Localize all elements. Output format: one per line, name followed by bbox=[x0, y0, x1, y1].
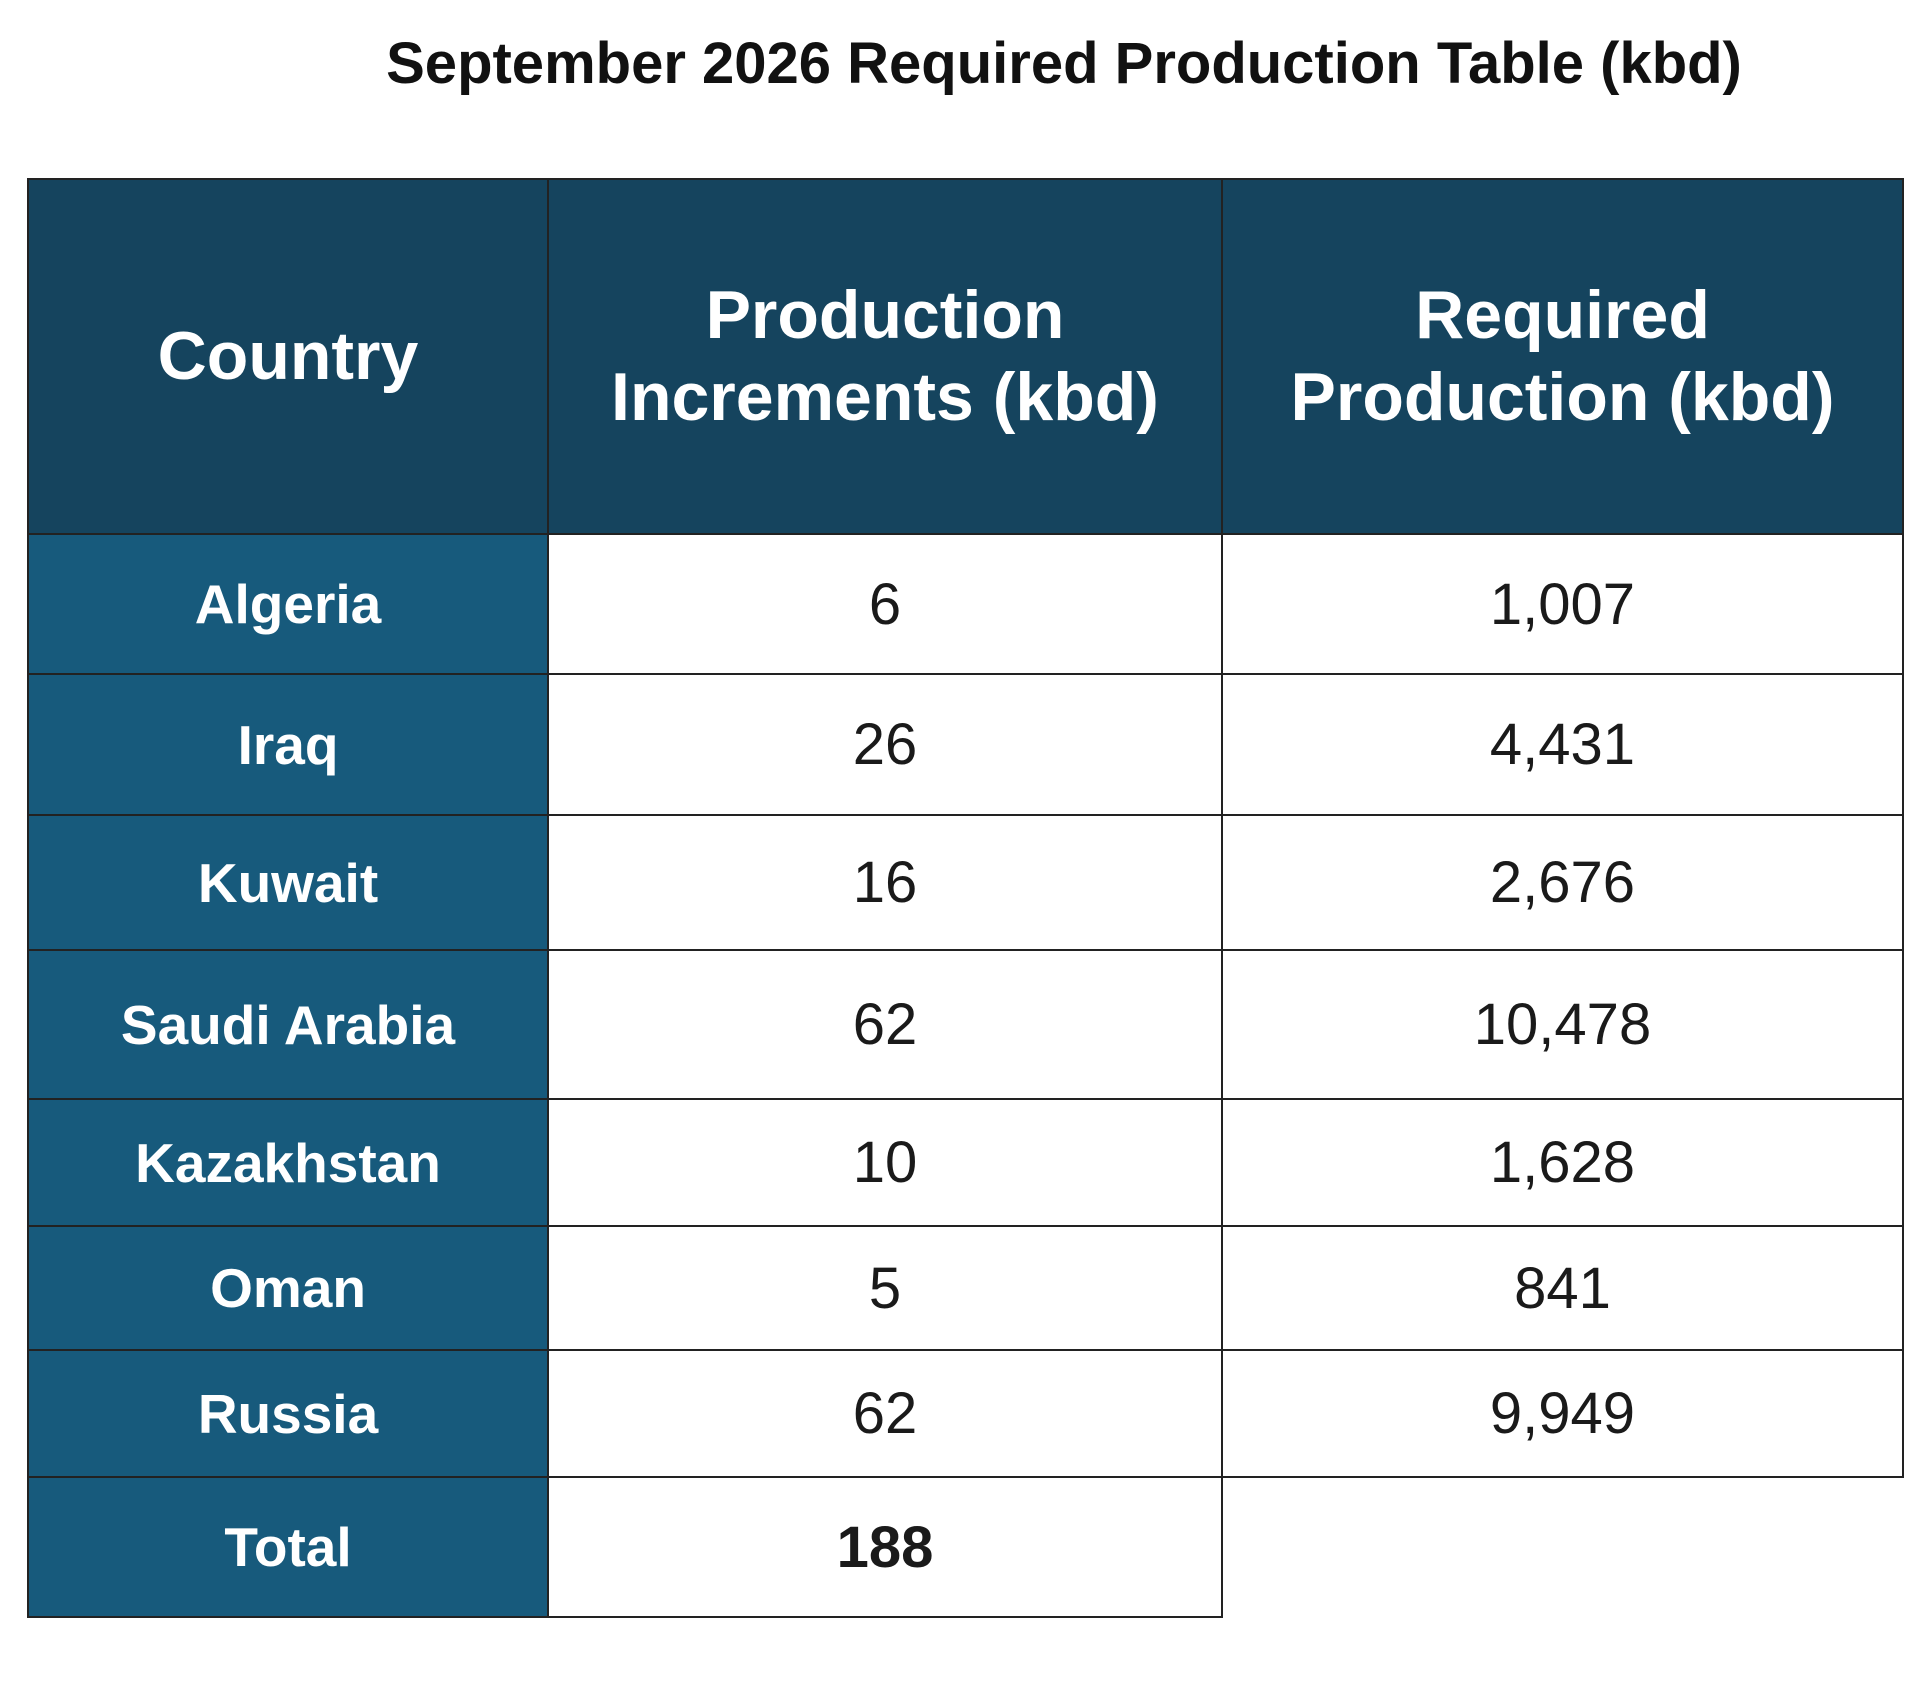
value-cell: 62 bbox=[547, 1349, 1223, 1478]
value-cell: 6 bbox=[547, 533, 1223, 675]
header-cell: Required Production (kbd) bbox=[1221, 178, 1904, 535]
country-cell: Kuwait bbox=[27, 814, 549, 951]
country-cell: Iraq bbox=[27, 673, 549, 816]
value-cell: 841 bbox=[1221, 1225, 1904, 1351]
value-cell: 4,431 bbox=[1221, 673, 1904, 816]
value-cell: 16 bbox=[547, 814, 1223, 951]
country-cell: Kazakhstan bbox=[27, 1098, 549, 1227]
value-cell: 10,478 bbox=[1221, 949, 1904, 1100]
value-cell: 188 bbox=[547, 1476, 1223, 1618]
country-cell: Saudi Arabia bbox=[27, 949, 549, 1100]
value-cell: 10 bbox=[547, 1098, 1223, 1227]
value-cell: 1,007 bbox=[1221, 533, 1904, 675]
country-cell: Total bbox=[27, 1476, 549, 1618]
value-cell: 2,676 bbox=[1221, 814, 1904, 951]
value-cell: 62 bbox=[547, 949, 1223, 1100]
value-cell: 26 bbox=[547, 673, 1223, 816]
value-cell: 9,949 bbox=[1221, 1349, 1904, 1478]
title: September 2026 Required Production Table… bbox=[386, 31, 1742, 96]
value-cell: 5 bbox=[547, 1225, 1223, 1351]
country-cell: Russia bbox=[27, 1349, 549, 1478]
value-cell: 1,628 bbox=[1221, 1098, 1904, 1227]
header-cell: Production Increments (kbd) bbox=[547, 178, 1223, 535]
header-cell: Country bbox=[27, 178, 549, 535]
country-cell: Oman bbox=[27, 1225, 549, 1351]
country-cell: Algeria bbox=[27, 533, 549, 675]
